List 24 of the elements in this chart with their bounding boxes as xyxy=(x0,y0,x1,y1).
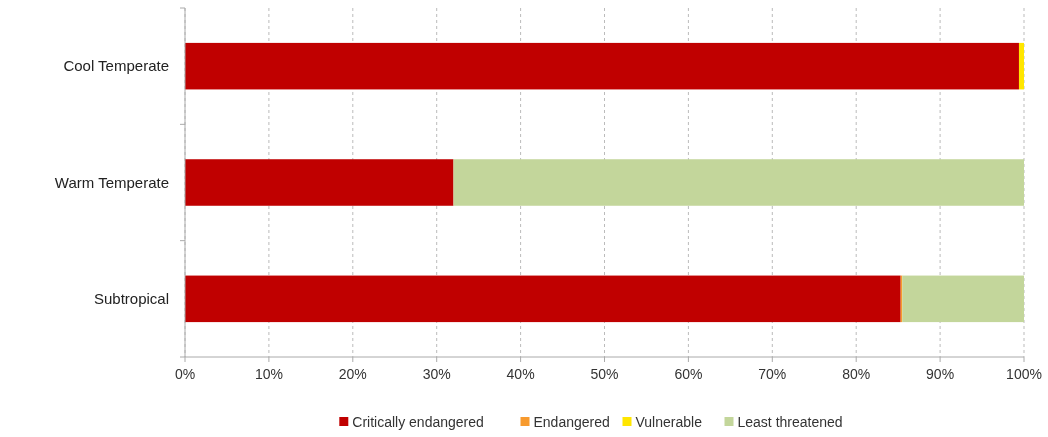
y-tick-label: Cool Temperate xyxy=(63,57,169,75)
bar xyxy=(902,275,1024,323)
bar xyxy=(185,42,1019,90)
x-tick-label: 90% xyxy=(926,366,955,382)
y-tick-label: Warm Temperate xyxy=(54,173,169,191)
legend-label: Critically endangered xyxy=(352,413,484,430)
x-tick-label: 0% xyxy=(174,366,196,382)
x-tick-label: 10% xyxy=(254,366,283,382)
x-tick-label: 70% xyxy=(758,366,787,382)
x-tick-label: 20% xyxy=(338,366,367,382)
x-tick-label: 30% xyxy=(422,366,451,382)
x-tick-label: 60% xyxy=(674,366,703,382)
bar xyxy=(185,275,901,323)
legend-label: Vulnerable xyxy=(635,413,703,430)
bar xyxy=(1018,42,1024,90)
x-tick-label: 80% xyxy=(842,366,871,382)
bar xyxy=(185,159,454,206)
legend-label: Endangered xyxy=(533,413,610,430)
x-tick-label: 100% xyxy=(1006,366,1042,382)
x-tick-label: 40% xyxy=(506,366,535,382)
x-tick-label: 50% xyxy=(590,366,619,382)
y-tick-label: Subtropical xyxy=(93,290,169,308)
bar xyxy=(453,159,1024,206)
legend-label: Least threatened xyxy=(737,413,843,430)
